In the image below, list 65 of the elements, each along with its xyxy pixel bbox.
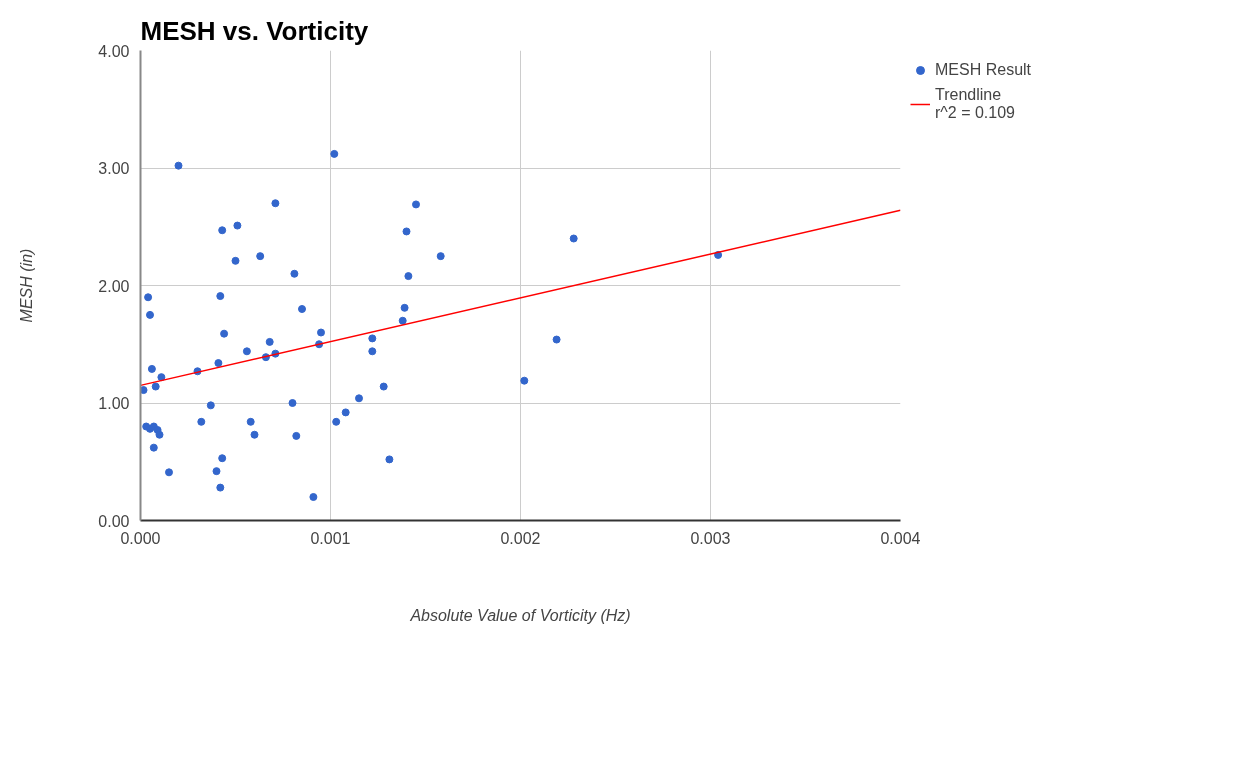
x-tick-label: 0.001: [310, 529, 351, 547]
point: [233, 221, 242, 230]
point: [250, 430, 259, 439]
point: [341, 408, 350, 417]
point: [404, 272, 413, 281]
y-tick-label: 2.00: [98, 277, 130, 295]
point: [149, 443, 158, 452]
point: [197, 417, 206, 426]
point: [206, 401, 215, 410]
point: [400, 303, 409, 312]
point: [436, 252, 445, 261]
point: [330, 149, 339, 158]
y-tick-label: 4.00: [98, 42, 130, 60]
x-tick-label: 0.002: [500, 529, 541, 547]
point: [218, 454, 227, 463]
y-tick-label: 0.00: [98, 512, 130, 530]
point: [520, 376, 529, 385]
x-tick-label: 0.003: [690, 529, 731, 547]
text: r^2 = 0.109: [935, 104, 1016, 121]
point: [317, 328, 325, 337]
point: [298, 305, 306, 313]
point: [412, 200, 420, 209]
x-tick-label: 0.000: [120, 529, 161, 547]
y-tick-label: 1.00: [98, 395, 130, 412]
point: [174, 161, 183, 170]
point: [290, 269, 299, 278]
point: [242, 347, 251, 356]
point: [220, 329, 229, 338]
point: [165, 468, 173, 477]
point: [271, 199, 280, 208]
point: [402, 227, 411, 236]
point: [147, 364, 156, 373]
point: [385, 455, 394, 464]
point: [552, 335, 561, 344]
point: [214, 359, 223, 368]
x-axis-title: Absolute Value of Vorticity (Hz): [409, 606, 631, 624]
point: [569, 234, 578, 243]
legend-label: Trendline: [935, 86, 1002, 103]
point: [231, 256, 240, 265]
point: [216, 292, 225, 301]
point: [216, 483, 225, 492]
point: [144, 293, 153, 302]
legend-label: MESH Result: [935, 61, 1032, 79]
point: [355, 394, 363, 403]
point: [212, 467, 221, 476]
point: [140, 386, 148, 395]
point: [246, 417, 255, 426]
chart-title: MESH vs. Vorticity: [140, 15, 369, 46]
x-tick-label: 0.004: [880, 529, 921, 547]
point: [368, 334, 377, 343]
y-axis-title: MESH (in): [18, 248, 36, 323]
point: [256, 252, 265, 261]
point: [146, 310, 154, 319]
point: [368, 347, 377, 356]
point: [218, 226, 227, 235]
point: [288, 399, 297, 407]
point: [332, 417, 341, 426]
point: [379, 382, 388, 391]
point: [265, 337, 274, 346]
point: [398, 316, 407, 325]
point: [309, 493, 318, 501]
point: [151, 382, 160, 391]
point: [155, 430, 164, 439]
point: [292, 431, 301, 440]
y-tick-label: 3.00: [98, 160, 130, 177]
